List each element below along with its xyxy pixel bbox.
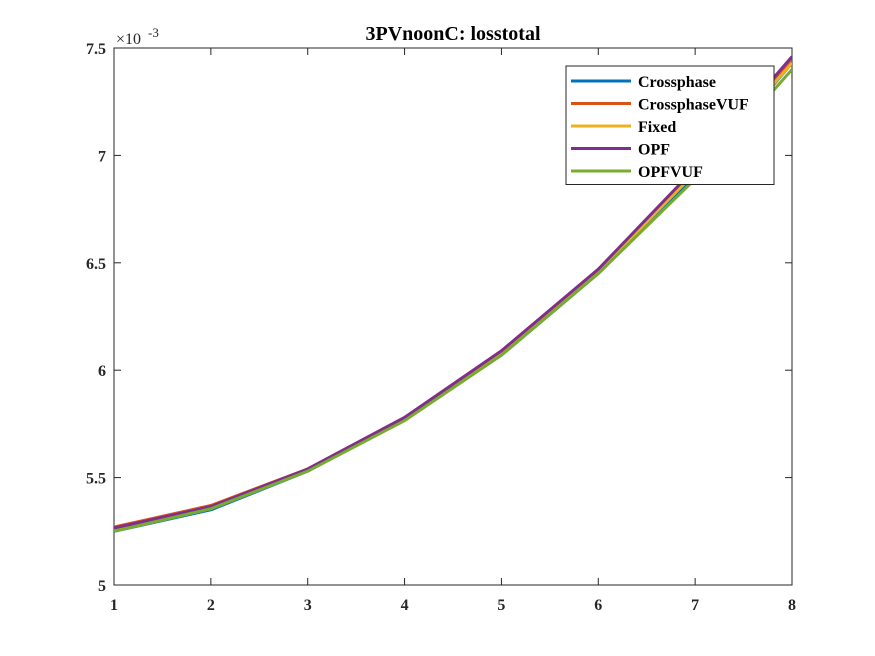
legend-label: OPF: [638, 142, 670, 159]
x-tick-label: 1: [110, 597, 118, 614]
x-tick-label: 3: [304, 597, 312, 614]
y-exponent-power: -3: [148, 25, 159, 40]
series-line-opfvuf: [114, 68, 792, 533]
x-tick-label: 8: [788, 597, 796, 614]
y-tick-label: 6.5: [86, 256, 106, 273]
y-exponent: ×10 -3: [116, 25, 159, 48]
chart-title: 3PVnoonC: losstotal: [365, 23, 540, 45]
legend-label: Fixed: [638, 119, 676, 136]
x-tick-label: 5: [497, 597, 505, 614]
y-tick-label: 7: [98, 148, 106, 165]
x-tick-label: 6: [594, 597, 602, 614]
y-tick-label: 7.5: [86, 41, 106, 58]
x-tick-label: 4: [401, 597, 409, 614]
y-tick-label: 5: [98, 578, 106, 595]
legend-label: Crossphase: [638, 74, 716, 91]
legend-label: OPFVUF: [638, 164, 703, 181]
y-tick-label: 6: [98, 363, 106, 380]
series-group: [114, 55, 792, 533]
y-exponent-base: ×10: [116, 31, 141, 48]
series-line-opf: [114, 55, 792, 530]
x-tick-label: 7: [691, 597, 699, 614]
y-tick-label: 5.5: [86, 471, 106, 488]
legend: Crossphase CrossphaseVUF Fixed OPF OPFVUF: [565, 65, 775, 185]
x-tick-label: 2: [207, 597, 215, 614]
legend-label: CrossphaseVUF: [638, 97, 749, 114]
